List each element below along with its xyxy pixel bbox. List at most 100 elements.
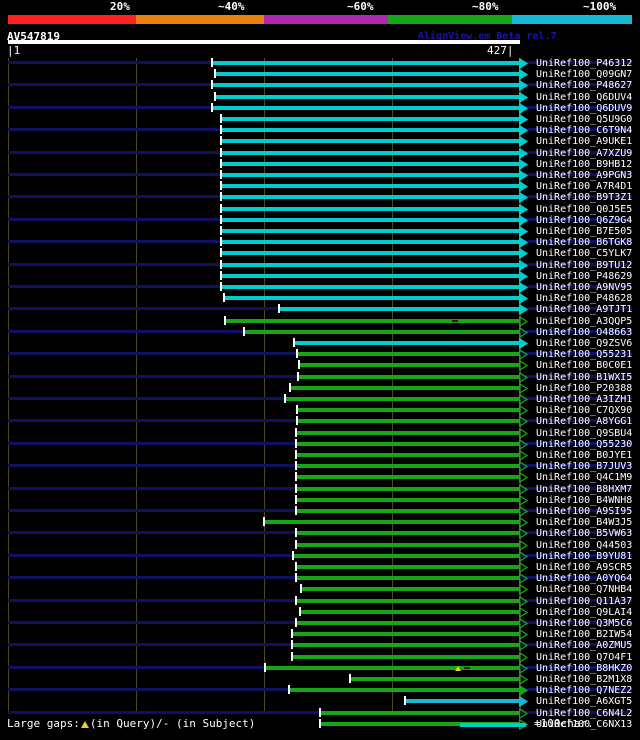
hit-row[interactable]: UniRef100_Q7NEZ2	[0, 685, 640, 696]
hit-row[interactable]: UniRef100_B9TU12	[0, 260, 640, 271]
hit-row[interactable]: UniRef100_A9NV95	[0, 282, 640, 293]
hit-row[interactable]: UniRef100_A9PGN3	[0, 170, 640, 181]
hit-bar[interactable]	[296, 599, 519, 603]
hit-row[interactable]: UniRef100_A9SCR5	[0, 562, 640, 573]
hit-row[interactable]: UniRef100_B4W3J5	[0, 517, 640, 528]
hit-label[interactable]: UniRef100_B9TU12	[536, 260, 633, 271]
hit-row[interactable]: UniRef100_Q09GN7	[0, 69, 640, 80]
hit-label[interactable]: UniRef100_O48663	[536, 327, 633, 338]
hit-bar[interactable]	[292, 643, 519, 647]
hit-label[interactable]: UniRef100_B7E505	[536, 226, 633, 237]
hit-bar[interactable]	[221, 117, 519, 121]
hit-label[interactable]: UniRef100_C5YLK7	[536, 248, 633, 259]
hit-label[interactable]: UniRef100_B1WXI5	[536, 372, 633, 383]
hit-row[interactable]: UniRef100_B0JYE1	[0, 450, 640, 461]
hit-row[interactable]: UniRef100_A3IZH1	[0, 394, 640, 405]
hit-bar[interactable]	[296, 543, 519, 547]
hit-bar[interactable]	[215, 95, 519, 99]
hit-bar[interactable]	[296, 621, 519, 625]
hit-label[interactable]: UniRef100_Q4C1M9	[536, 472, 633, 483]
hit-bar[interactable]	[296, 498, 519, 502]
hit-bar[interactable]	[265, 666, 519, 670]
hit-bar[interactable]	[289, 688, 519, 692]
hit-bar[interactable]	[221, 285, 519, 289]
hit-bar[interactable]	[292, 632, 519, 636]
hit-row[interactable]: UniRef100_B7JUV3	[0, 461, 640, 472]
hit-row[interactable]: UniRef100_B1WXI5	[0, 372, 640, 383]
hit-row[interactable]: UniRef100_B9T3Z1	[0, 192, 640, 203]
hit-bar[interactable]	[212, 83, 519, 87]
hit-row[interactable]: UniRef100_B2IW54	[0, 629, 640, 640]
hit-label[interactable]: UniRef100_Q5U9G0	[536, 114, 633, 125]
hit-bar[interactable]	[299, 363, 519, 367]
hit-row[interactable]: UniRef100_Q55231	[0, 349, 640, 360]
hit-row[interactable]: UniRef100_B6TGK8	[0, 237, 640, 248]
hit-label[interactable]: UniRef100_A7R4D1	[536, 181, 633, 192]
hit-label[interactable]: UniRef100_Q3M5C6	[536, 618, 633, 629]
hit-bar[interactable]	[225, 319, 519, 323]
hit-label[interactable]: UniRef100_A9NV95	[536, 282, 633, 293]
hit-row[interactable]: UniRef100_A3QQP5	[0, 316, 640, 327]
hit-label[interactable]: UniRef100_Q9ZSV6	[536, 338, 633, 349]
hit-row[interactable]: UniRef100_P48628	[0, 293, 640, 304]
hit-label[interactable]: UniRef100_Q6DUV4	[536, 92, 633, 103]
hit-bar[interactable]	[296, 442, 519, 446]
hit-label[interactable]: UniRef100_C6T9N4	[536, 125, 633, 136]
hit-bar[interactable]	[320, 711, 519, 715]
hit-bar[interactable]	[296, 565, 519, 569]
hit-bar[interactable]	[294, 341, 519, 345]
hit-bar[interactable]	[350, 677, 519, 681]
hit-row[interactable]: UniRef100_C5YLK7	[0, 248, 640, 259]
hit-label[interactable]: UniRef100_Q9LAI4	[536, 607, 633, 618]
hit-label[interactable]: UniRef100_P48628	[536, 293, 633, 304]
hit-label[interactable]: UniRef100_A0YQ64	[536, 573, 633, 584]
hit-row[interactable]: UniRef100_C7QX90	[0, 405, 640, 416]
hit-row[interactable]: UniRef100_A6XGT5	[0, 696, 640, 707]
hit-row[interactable]: UniRef100_A9TJT1	[0, 304, 640, 315]
hit-label[interactable]: UniRef100_P20388	[536, 383, 633, 394]
hit-label[interactable]: UniRef100_Q55230	[536, 439, 633, 450]
hit-row[interactable]: UniRef100_Q5U9G0	[0, 114, 640, 125]
hit-bar[interactable]	[296, 453, 519, 457]
hit-bar[interactable]	[290, 386, 519, 390]
hit-bar[interactable]	[298, 375, 519, 379]
hit-label[interactable]: UniRef100_A9SI95	[536, 506, 633, 517]
hit-label[interactable]: UniRef100_B4WNH8	[536, 495, 633, 506]
hit-bar[interactable]	[224, 296, 519, 300]
hit-label[interactable]: UniRef100_A9UKE1	[536, 136, 633, 147]
hit-label[interactable]: UniRef100_B9YU81	[536, 551, 633, 562]
hit-bar[interactable]	[221, 207, 519, 211]
hit-label[interactable]: UniRef100_B7JUV3	[536, 461, 633, 472]
hit-row[interactable]: UniRef100_P48629	[0, 271, 640, 282]
hit-label[interactable]: UniRef100_A9SCR5	[536, 562, 633, 573]
hit-label[interactable]: UniRef100_P48629	[536, 271, 633, 282]
hit-row[interactable]: UniRef100_Q9ZSV6	[0, 338, 640, 349]
hit-bar[interactable]	[296, 576, 519, 580]
hit-label[interactable]: UniRef100_B9HB12	[536, 159, 633, 170]
hit-label[interactable]: UniRef100_Q7NEZ2	[536, 685, 633, 696]
hit-label[interactable]: UniRef100_C6N4L2	[536, 708, 633, 719]
hit-bar[interactable]	[297, 408, 519, 412]
hit-row[interactable]: UniRef100_A9UKE1	[0, 136, 640, 147]
hit-label[interactable]: UniRef100_C7QX90	[536, 405, 633, 416]
hit-row[interactable]: UniRef100_Q7NHB4	[0, 584, 640, 595]
hit-label[interactable]: UniRef100_B2M1X8	[536, 674, 633, 685]
hit-bar[interactable]	[212, 61, 519, 65]
hit-bar[interactable]	[221, 229, 519, 233]
hit-label[interactable]: UniRef100_A0ZMU5	[536, 640, 633, 651]
hit-row[interactable]: UniRef100_B8HXM7	[0, 484, 640, 495]
hit-row[interactable]: UniRef100_O48663	[0, 327, 640, 338]
hit-row[interactable]: UniRef100_C6N4L2	[0, 708, 640, 719]
hit-row[interactable]: UniRef100_P48627	[0, 80, 640, 91]
hit-bar[interactable]	[297, 419, 519, 423]
hit-bar[interactable]	[296, 531, 519, 535]
hit-label[interactable]: UniRef100_A9PGN3	[536, 170, 633, 181]
hit-label[interactable]: UniRef100_B8HKZ0	[536, 663, 633, 674]
hit-bar[interactable]	[320, 722, 519, 726]
hit-label[interactable]: UniRef100_Q11A37	[536, 596, 633, 607]
hit-row[interactable]: UniRef100_A7XZU9	[0, 148, 640, 159]
hit-bar[interactable]	[293, 554, 519, 558]
hit-label[interactable]: UniRef100_Q0J5E5	[536, 204, 633, 215]
hit-label[interactable]: UniRef100_Q6Z9G4	[536, 215, 633, 226]
hit-row[interactable]: UniRef100_A7R4D1	[0, 181, 640, 192]
